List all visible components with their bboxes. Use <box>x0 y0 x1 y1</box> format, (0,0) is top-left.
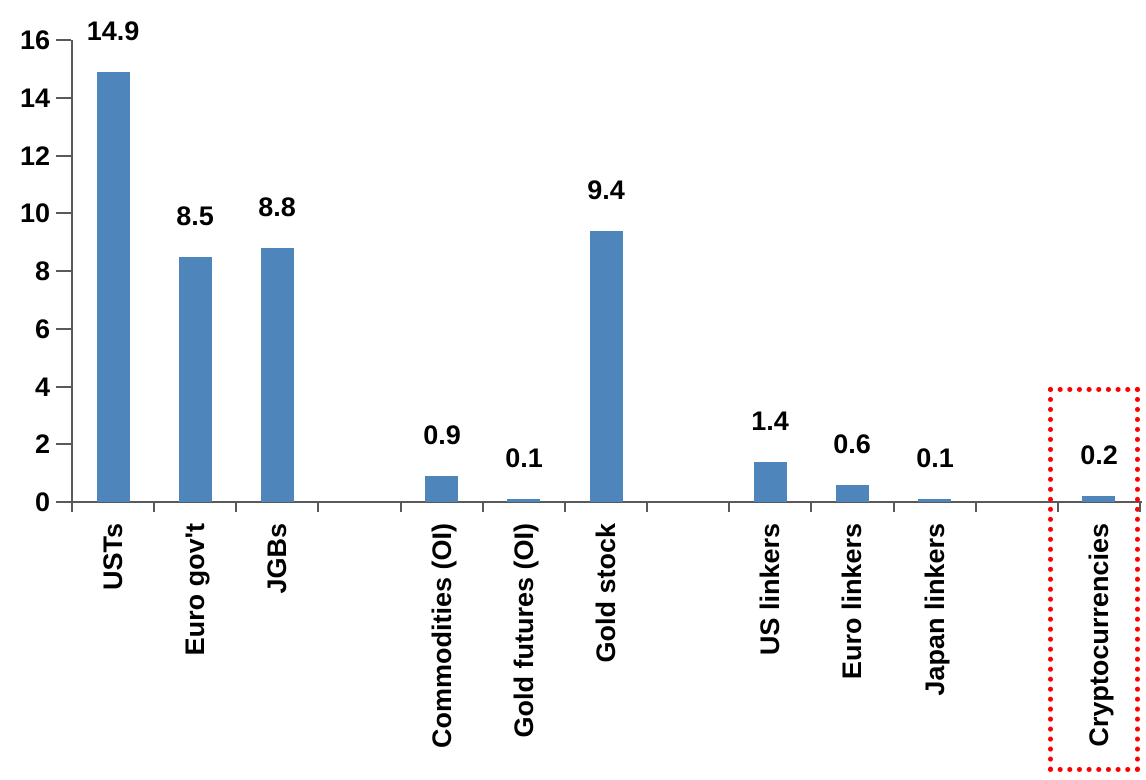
value-label-us-linkers: 1.4 <box>751 406 789 436</box>
x-axis-tick <box>646 502 648 512</box>
y-axis-label: 0 <box>34 487 50 517</box>
x-axis-tick <box>235 502 237 512</box>
y-axis-tick <box>56 501 71 503</box>
x-axis-tick <box>810 502 812 512</box>
bar-jgbs <box>261 248 294 502</box>
value-label-commodities-oi: 0.9 <box>423 420 461 450</box>
x-axis-tick <box>893 502 895 512</box>
value-label-japan-linkers: 0.1 <box>916 443 954 473</box>
bar-gold-stock <box>590 231 623 502</box>
value-label-gold-stock: 9.4 <box>587 175 625 205</box>
bar-euro-linkers <box>836 485 869 502</box>
value-label-euro-gov-t: 8.5 <box>176 201 214 231</box>
x-axis-tick <box>1057 502 1059 512</box>
value-label-jgbs: 8.8 <box>258 192 296 222</box>
x-axis-tick <box>482 502 484 512</box>
x-axis-tick <box>400 502 402 512</box>
y-axis-label: 2 <box>34 429 50 459</box>
value-label-usts: 14.9 <box>86 16 140 46</box>
category-label-euro-gov-t: Euro gov't <box>180 523 210 656</box>
y-axis-tick <box>56 386 71 388</box>
bar-us-linkers <box>754 462 787 502</box>
category-label-japan-linkers: Japan linkers <box>920 523 950 696</box>
category-label-euro-linkers: Euro linkers <box>837 523 867 680</box>
y-axis-label: 14 <box>19 83 50 113</box>
category-label-gold-futures-oi: Gold futures (OI) <box>509 523 539 738</box>
category-label-gold-stock: Gold stock <box>591 523 621 663</box>
x-axis-tick <box>317 502 319 512</box>
y-axis-label: 10 <box>19 198 50 228</box>
y-axis-label: 12 <box>19 141 50 171</box>
x-axis-tick <box>564 502 566 512</box>
bar-usts <box>97 72 130 502</box>
bar-commodities-oi <box>425 476 458 502</box>
y-axis-tick <box>56 328 71 330</box>
y-axis-tick <box>56 270 71 272</box>
cryptocurrencies-highlight-box <box>1048 387 1140 772</box>
y-axis-tick <box>56 97 71 99</box>
y-axis-label: 4 <box>34 372 50 402</box>
y-axis-tick <box>56 39 71 41</box>
y-axis-tick <box>56 155 71 157</box>
y-axis-line <box>71 40 73 504</box>
bar-cryptocurrencies <box>1082 496 1115 502</box>
category-label-cryptocurrencies: Cryptocurrencies <box>1084 523 1114 747</box>
x-axis-tick <box>1139 502 1141 512</box>
x-axis-tick <box>153 502 155 512</box>
bar-gold-futures-oi <box>507 499 540 502</box>
y-axis-label: 8 <box>34 256 50 286</box>
x-axis-tick <box>71 502 73 512</box>
category-label-usts: USTs <box>98 523 128 591</box>
y-axis-label: 6 <box>34 314 50 344</box>
y-axis-tick <box>56 443 71 445</box>
x-axis-tick <box>728 502 730 512</box>
category-label-jgbs: JGBs <box>262 523 292 594</box>
category-label-us-linkers: US linkers <box>755 523 785 656</box>
category-label-commodities-oi: Commodities (OI) <box>427 523 457 749</box>
bar-japan-linkers <box>918 499 951 502</box>
bar-euro-gov-t <box>179 257 212 502</box>
value-label-cryptocurrencies: 0.2 <box>1080 440 1118 470</box>
y-axis-tick <box>56 212 71 214</box>
x-axis-tick <box>975 502 977 512</box>
value-label-euro-linkers: 0.6 <box>833 429 871 459</box>
y-axis-label: 16 <box>19 25 50 55</box>
x-axis-line <box>71 501 1142 503</box>
value-label-gold-futures-oi: 0.1 <box>505 443 543 473</box>
